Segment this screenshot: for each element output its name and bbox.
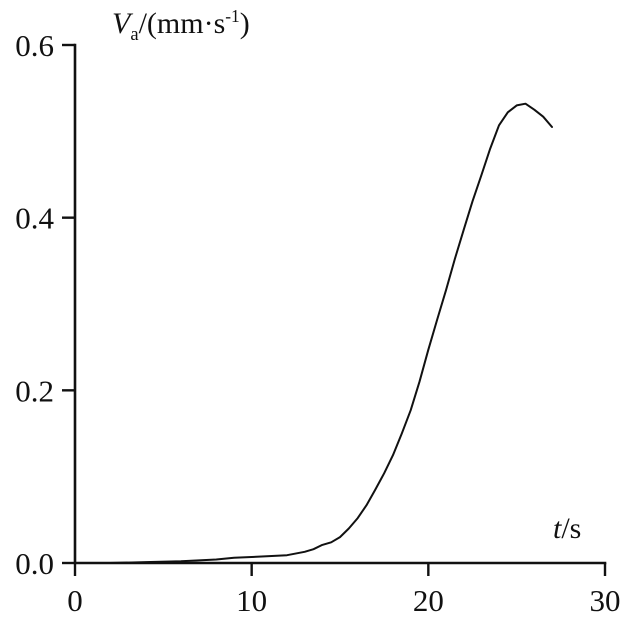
x-axis-unit: /s [561, 512, 582, 545]
y-tick-label: 0.4 [15, 201, 54, 236]
axis-lines [73, 43, 607, 565]
data-curve [74, 102, 553, 564]
y-axis-unit-suffix: ) [239, 7, 250, 40]
axes [73, 43, 607, 565]
x-tick-label: 10 [236, 583, 267, 618]
y-axis-unit-prefix: /(mm·s [138, 7, 226, 40]
y-axis-label: Va/(mm·s-1) [112, 6, 250, 46]
x-axis-variable: t [553, 512, 562, 545]
x-tick-label: 0 [67, 583, 83, 618]
y-tick-label: 0.6 [15, 28, 54, 63]
y-axis-subscript: a [130, 24, 139, 45]
x-tick-label: 20 [413, 583, 444, 618]
tick-labels: 0 10 20 30 0.0 0.2 0.4 0.6 [15, 28, 620, 618]
y-axis-variable: V [112, 7, 131, 40]
y-tick-label: 0.2 [15, 373, 54, 408]
ticks [62, 43, 607, 576]
x-axis-label: t/s [553, 512, 581, 546]
y-axis-exponent: -1 [225, 6, 240, 26]
y-tick-label: 0.0 [15, 546, 54, 581]
x-tick-label: 30 [590, 583, 621, 618]
